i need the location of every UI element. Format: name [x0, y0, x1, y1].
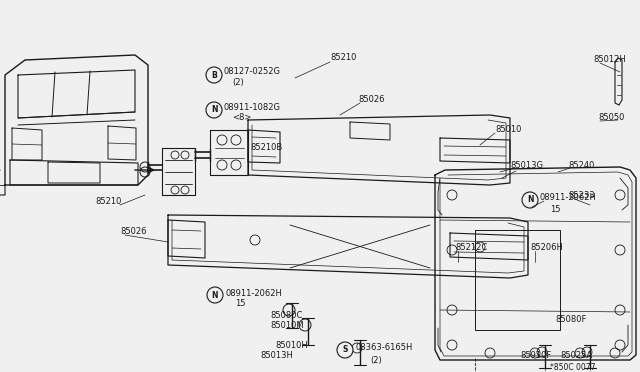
- Circle shape: [206, 67, 222, 83]
- Text: 85212C: 85212C: [455, 244, 487, 253]
- Text: 85080C: 85080C: [270, 311, 302, 320]
- Circle shape: [207, 287, 223, 303]
- Text: 85012H: 85012H: [593, 55, 626, 64]
- Text: 85080F: 85080F: [555, 315, 586, 324]
- Text: 85210B: 85210B: [250, 144, 282, 153]
- Text: 08911-2062H: 08911-2062H: [540, 193, 597, 202]
- Text: 85240: 85240: [568, 160, 595, 170]
- Text: 85010: 85010: [495, 125, 522, 135]
- Text: 08127-0252G: 08127-0252G: [224, 67, 281, 77]
- Text: 08911-1082G: 08911-1082G: [224, 103, 281, 112]
- Text: 85010M: 85010M: [270, 321, 303, 330]
- Circle shape: [206, 102, 222, 118]
- Text: 85210: 85210: [95, 198, 122, 206]
- Text: N: N: [527, 196, 533, 205]
- Text: 85013G: 85013G: [510, 160, 543, 170]
- Text: N: N: [212, 291, 218, 299]
- Text: 85210: 85210: [330, 54, 356, 62]
- Text: 85026: 85026: [120, 228, 147, 237]
- Text: 85206H: 85206H: [530, 244, 563, 253]
- Text: <8>: <8>: [232, 113, 252, 122]
- Text: 85026: 85026: [358, 96, 385, 105]
- Text: 15: 15: [550, 205, 561, 214]
- Text: (2): (2): [232, 78, 244, 87]
- Text: *850C 0077: *850C 0077: [550, 363, 595, 372]
- Text: 85233: 85233: [568, 190, 595, 199]
- Circle shape: [337, 342, 353, 358]
- Text: B: B: [211, 71, 217, 80]
- Text: N: N: [211, 106, 217, 115]
- Text: 85025A: 85025A: [560, 350, 592, 359]
- Text: (2): (2): [370, 356, 381, 365]
- Circle shape: [522, 192, 538, 208]
- Text: 85013H: 85013H: [260, 352, 293, 360]
- Text: 85010H: 85010H: [275, 340, 308, 350]
- Text: 15: 15: [235, 299, 246, 308]
- Text: 85050: 85050: [598, 113, 625, 122]
- Text: 08363-6165H: 08363-6165H: [355, 343, 412, 353]
- Text: 85910F: 85910F: [520, 350, 551, 359]
- Text: S: S: [342, 346, 348, 355]
- Text: 08911-2062H: 08911-2062H: [225, 289, 282, 298]
